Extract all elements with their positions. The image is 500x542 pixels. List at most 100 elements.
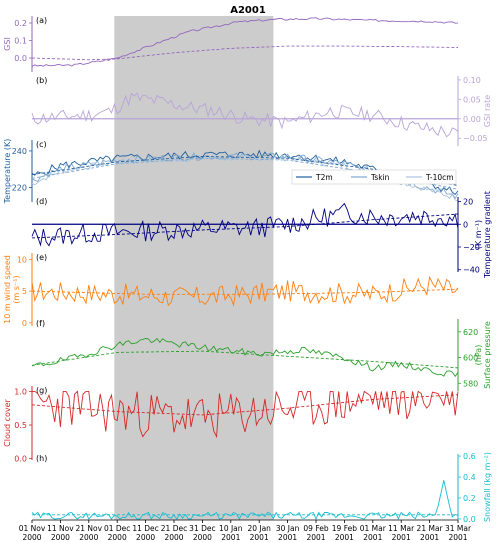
x-tick-label: 10 Jan	[219, 524, 243, 533]
panel-letter: (a)	[36, 16, 47, 25]
x-tick-label-year: 2000	[164, 533, 183, 542]
x-tick-label-year: 2000	[51, 533, 70, 542]
shaded-period	[114, 16, 274, 520]
y-axis-label: Snowfall (kg m⁻²)	[483, 452, 492, 522]
y-tick-label: 10	[17, 255, 27, 264]
y-tick-label: 0.05	[463, 95, 481, 104]
x-tick-label-year: 2001	[363, 533, 382, 542]
x-tick-label-year: 2000	[108, 533, 127, 542]
y-tick-label: 0.0	[463, 515, 476, 524]
x-tick-label-year: 2000	[22, 533, 41, 542]
y-tick-label: 0	[22, 319, 27, 328]
y-tick-label: 0.1	[14, 37, 27, 46]
y-axis-label: Temperature (K)	[3, 139, 12, 205]
y-tick-label: 0.0	[14, 455, 27, 464]
y-tick-label: 620	[463, 328, 478, 337]
panel-e: 0 5 10 10 m wind speed (m s⁻¹) (e)	[3, 253, 459, 328]
y-axis-label: 10 m wind speed	[3, 255, 12, 324]
y-tick-label: 0.0	[14, 54, 27, 63]
series-line-1	[31, 394, 459, 416]
y-axis-label: GSI	[3, 37, 12, 51]
legend-label: T-10cm	[425, 173, 454, 182]
x-tick-label: 01 Mar	[360, 524, 387, 533]
y-tick-label: 5	[22, 287, 27, 296]
x-tick-label: 21 Nov	[76, 524, 103, 533]
y-tick-label: 580	[463, 379, 478, 388]
series-line-1	[31, 350, 459, 369]
x-tick-label-year: 2000	[136, 533, 155, 542]
series-line-0	[31, 17, 459, 67]
x-tick-label: 30 Jan	[276, 524, 300, 533]
x-tick-label: 21 Mar	[417, 524, 444, 533]
y-tick-label: 0.6	[463, 452, 476, 461]
panel-h: 0.0 0.2 0.4 0.6 Snowfall (kg m⁻²) (h)	[31, 452, 492, 524]
x-tick-label-year: 2001	[392, 533, 411, 542]
chart-title: A2001	[230, 5, 266, 16]
panel-letter: (b)	[36, 76, 47, 85]
panel-f: 580 600 620 Surface pressure(hPa) (f)	[31, 319, 492, 391]
y-tick-label: 600	[463, 354, 478, 363]
y-tick-label: −20	[463, 243, 480, 252]
series-line-0	[31, 275, 459, 307]
panel-letter: (f)	[36, 319, 45, 328]
y-axis-label: Cloud cover	[3, 398, 12, 446]
series-line-0	[32, 390, 459, 439]
legend-label: T2m	[315, 173, 333, 182]
x-tick-label: 01 Dec	[104, 524, 130, 533]
y-axis-label: GSI rate	[483, 95, 492, 128]
x-tick-label-year: 2001	[221, 533, 240, 542]
panel-letter: (c)	[36, 140, 47, 149]
y-tick-label: −0.05	[463, 134, 488, 143]
x-tick-label: 01 Nov	[19, 524, 46, 533]
x-tick-label-year: 2001	[448, 533, 467, 542]
panel-letter: (h)	[36, 454, 47, 463]
panel-d: −40 −20 0 20 Temperature gradient(K m⁻¹) (d)	[31, 191, 492, 279]
x-tick-label: 31 Dec	[189, 524, 215, 533]
x-tick-label: 11 Dec	[132, 524, 158, 533]
series-line-1	[31, 45, 458, 61]
panel-letter: (d)	[36, 197, 47, 206]
x-tick-label-year: 2001	[306, 533, 325, 542]
y-tick-label: 0.5	[14, 421, 27, 430]
series-line-1	[31, 213, 459, 239]
x-tick-label-year: 2001	[278, 533, 297, 542]
x-tick-label: 11 Nov	[47, 524, 74, 533]
series-line-0	[31, 202, 459, 247]
x-tick-label: 19 Feb	[332, 524, 357, 533]
y-tick-label: 0.2	[14, 19, 27, 28]
y-axis-unit: (hPa)	[474, 345, 483, 366]
y-tick-label: 0.2	[463, 494, 476, 503]
y-tick-label: 220	[12, 183, 27, 192]
y-tick-label: 0	[463, 220, 468, 229]
x-tick-label-year: 2000	[79, 533, 98, 542]
x-tick-label: 11 Mar	[388, 524, 415, 533]
x-tick-label-year: 2001	[250, 533, 269, 542]
legend: T2m Tskin T-10cm	[291, 169, 457, 185]
y-tick-label: 1.0	[14, 387, 27, 396]
panel-letter: (g)	[36, 386, 47, 395]
y-axis-unit: (K m⁻¹)	[474, 220, 483, 249]
x-tick-label: 09 Feb	[303, 524, 328, 533]
x-tick-label-year: 2000	[193, 533, 212, 542]
x-tick-label-year: 2001	[335, 533, 354, 542]
y-axis-unit: (m s⁻¹)	[12, 275, 21, 303]
legend-label: Tskin	[370, 173, 390, 182]
y-tick-label: −40	[463, 266, 480, 275]
y-axis-label: Surface pressure	[483, 321, 492, 389]
x-tick-label-year: 2001	[420, 533, 439, 542]
series-line-1	[31, 288, 459, 295]
x-tick-label: 31 Mar	[445, 524, 472, 533]
series-line-0	[31, 92, 459, 138]
x-tick-label: 20 Jan	[247, 524, 271, 533]
y-tick-label: 0.10	[463, 76, 481, 85]
panel-b: −0.05 0.00 0.05 0.10 GSI rate (b)	[31, 76, 492, 146]
panel-letter: (e)	[36, 253, 47, 262]
y-tick-label: 240	[12, 147, 27, 156]
y-tick-label: 0.00	[463, 115, 481, 124]
y-tick-label: 20	[463, 198, 473, 207]
